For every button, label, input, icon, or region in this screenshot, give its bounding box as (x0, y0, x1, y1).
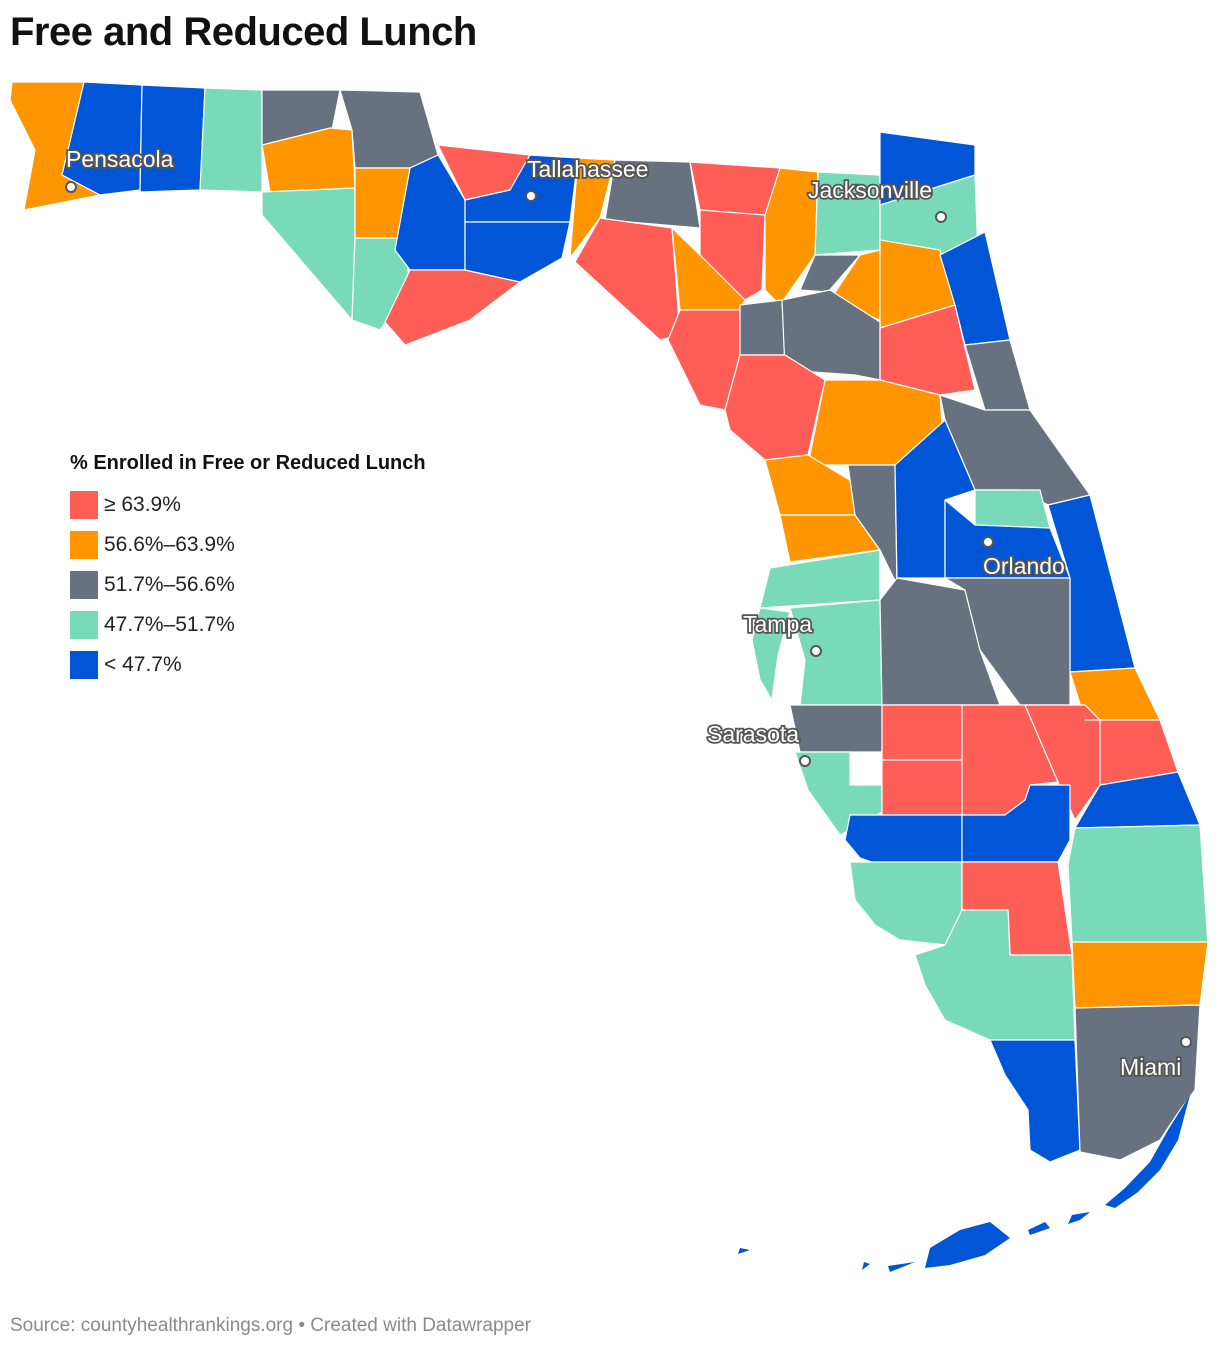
county-okaloosa (139, 84, 206, 193)
county-sumter (847, 464, 898, 586)
legend-label: < 47.7% (104, 653, 182, 676)
county-seminole (974, 489, 1051, 529)
county-flagler (964, 339, 1031, 411)
city-markers (65, 181, 1192, 1048)
jacksonville-marker (935, 211, 947, 223)
legend-title: % Enrolled in Free or Reduced Lunch (70, 452, 426, 474)
county-gilchrist (739, 299, 786, 356)
city-label-miami: Miami (1120, 1054, 1181, 1080)
florida-keys (738, 1095, 1190, 1272)
miami-marker (1180, 1036, 1192, 1048)
legend: % Enrolled in Free or Reduced Lunch ≥ 63… (70, 452, 426, 685)
orlando-marker (982, 536, 994, 548)
city-label-pensacola: Pensacola (66, 146, 174, 172)
legend-swatch (70, 531, 98, 559)
city-labels: Pensacola Tallahassee Jacksonville Orlan… (64, 144, 1183, 1082)
legend-label: 51.7%–56.6% (104, 573, 235, 596)
county-palm-beach (1067, 824, 1209, 946)
county-miami-dade (1074, 1004, 1201, 1161)
county-jackson (339, 89, 439, 169)
pensacola-marker (65, 181, 77, 193)
sarasota-marker (799, 755, 811, 767)
source-footer: Source: countyhealthrankings.org • Creat… (10, 1315, 531, 1336)
county-suwannee (699, 209, 766, 301)
city-label-tallahassee: Tallahassee (527, 156, 648, 182)
legend-item: 51.7%–56.6% (70, 565, 426, 605)
tallahassee-marker (525, 190, 537, 202)
chart-title: Free and Reduced Lunch (10, 10, 477, 54)
legend-item: ≥ 63.9% (70, 485, 426, 525)
county-desoto (881, 759, 963, 816)
city-label-jacksonville: Jacksonville (808, 177, 932, 203)
city-label-sarasota: Sarasota (707, 721, 799, 747)
county-broward (1071, 941, 1209, 1009)
county-walton (199, 87, 263, 193)
county-charlotte (844, 814, 963, 866)
legend-item: 56.6%–63.9% (70, 525, 426, 565)
county-manatee (789, 704, 883, 753)
county-putnam (879, 304, 976, 396)
legend-swatch (70, 571, 98, 599)
county-taylor (574, 217, 681, 341)
city-label-tampa: Tampa (743, 611, 812, 637)
county-monroe-mainland (989, 1039, 1081, 1163)
county-levy (724, 354, 826, 461)
legend-swatch (70, 491, 98, 519)
county-wakulla (464, 221, 571, 283)
legend-item: < 47.7% (70, 645, 426, 685)
county-franklin (384, 269, 521, 346)
legend-swatch (70, 611, 98, 639)
county-orange (944, 499, 1071, 579)
county-bay (261, 187, 356, 321)
county-washington (261, 127, 356, 193)
county-pinellas (751, 607, 791, 701)
legend-label: 47.7%–51.7% (104, 613, 235, 636)
legend-swatch (70, 651, 98, 679)
city-label-orlando: Orlando (983, 553, 1065, 579)
legend-label: 56.6%–63.9% (104, 533, 235, 556)
county-pasco (759, 549, 881, 609)
county-lee (849, 861, 963, 946)
tampa-marker (810, 645, 822, 657)
legend-label: ≥ 63.9% (104, 493, 181, 516)
legend-item: 47.7%–51.7% (70, 605, 426, 645)
county-hardee (881, 704, 963, 761)
